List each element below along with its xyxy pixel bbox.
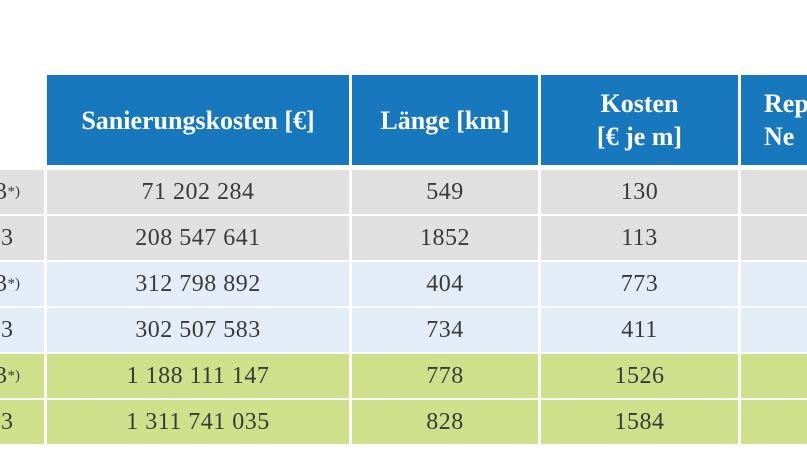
cell-rep-cutoff (741, 262, 807, 306)
cell-sanierungskosten: 302 507 583 (47, 308, 349, 352)
cell-laenge: 549 (352, 170, 538, 214)
year-digit: 3 (1, 408, 14, 435)
cell-laenge: 404 (352, 262, 538, 306)
header-sanierungskosten: Sanierungskosten [€] (47, 75, 349, 165)
cell-rep-cutoff (741, 400, 807, 444)
table-row: 3 *) 71 202 284 549 130 (0, 170, 807, 214)
cell-year: 3 (0, 400, 44, 444)
header-year-empty (0, 75, 44, 165)
header-rep-line1: Rep (764, 89, 807, 118)
year-digit: 3 (0, 362, 8, 389)
year-digit: 3 (1, 224, 14, 251)
year-digit: 3 (1, 316, 14, 343)
cell-year: 3 *) (0, 262, 44, 306)
header-kosten-line2: [€ je m] (596, 122, 683, 151)
table-row: 3 *) 312 798 892 404 773 (0, 262, 807, 306)
header-rep-cutoff: Rep Ne (741, 75, 807, 165)
cell-year: 3 *) (0, 170, 44, 214)
cell-laenge: 1852 (352, 216, 538, 260)
cell-sanierungskosten: 312 798 892 (47, 262, 349, 306)
header-rep-lines: Rep Ne (764, 87, 807, 153)
year-digit: 3 (0, 178, 8, 205)
header-kosten: Kosten [€ je m] (541, 75, 738, 165)
header-rep-line2: Ne (764, 122, 795, 151)
cell-sanierungskosten: 208 547 641 (47, 216, 349, 260)
cell-laenge: 778 (352, 354, 538, 398)
cell-kosten: 130 (541, 170, 738, 214)
cell-sanierungskosten: 1 188 111 147 (47, 354, 349, 398)
cell-sanierungskosten: 71 202 284 (47, 170, 349, 214)
cell-kosten: 1526 (541, 354, 738, 398)
cell-rep-cutoff (741, 216, 807, 260)
table-row: 3 1 311 741 035 828 1584 (0, 400, 807, 444)
header-kosten-line1: Kosten (600, 89, 679, 118)
table-row: 3 302 507 583 734 411 (0, 308, 807, 352)
table-row: 3 208 547 641 1852 113 (0, 216, 807, 260)
cell-kosten: 411 (541, 308, 738, 352)
cell-year: 3 *) (0, 354, 44, 398)
table-row: 3 *) 1 188 111 147 778 1526 (0, 354, 807, 398)
cell-kosten: 1584 (541, 400, 738, 444)
cell-rep-cutoff (741, 308, 807, 352)
cell-rep-cutoff (741, 354, 807, 398)
cell-sanierungskosten: 1 311 741 035 (47, 400, 349, 444)
cell-year: 3 (0, 216, 44, 260)
header-laenge: Länge [km] (352, 75, 538, 165)
table-header-row: Sanierungskosten [€] Länge [km] Kosten [… (0, 75, 807, 165)
cell-kosten: 113 (541, 216, 738, 260)
costs-table: Sanierungskosten [€] Länge [km] Kosten [… (0, 75, 807, 444)
cell-laenge: 828 (352, 400, 538, 444)
cell-rep-cutoff (741, 170, 807, 214)
year-digit: 3 (0, 270, 8, 297)
header-kosten-lines: Kosten [€ je m] (597, 87, 682, 153)
cell-kosten: 773 (541, 262, 738, 306)
cell-laenge: 734 (352, 308, 538, 352)
cell-year: 3 (0, 308, 44, 352)
